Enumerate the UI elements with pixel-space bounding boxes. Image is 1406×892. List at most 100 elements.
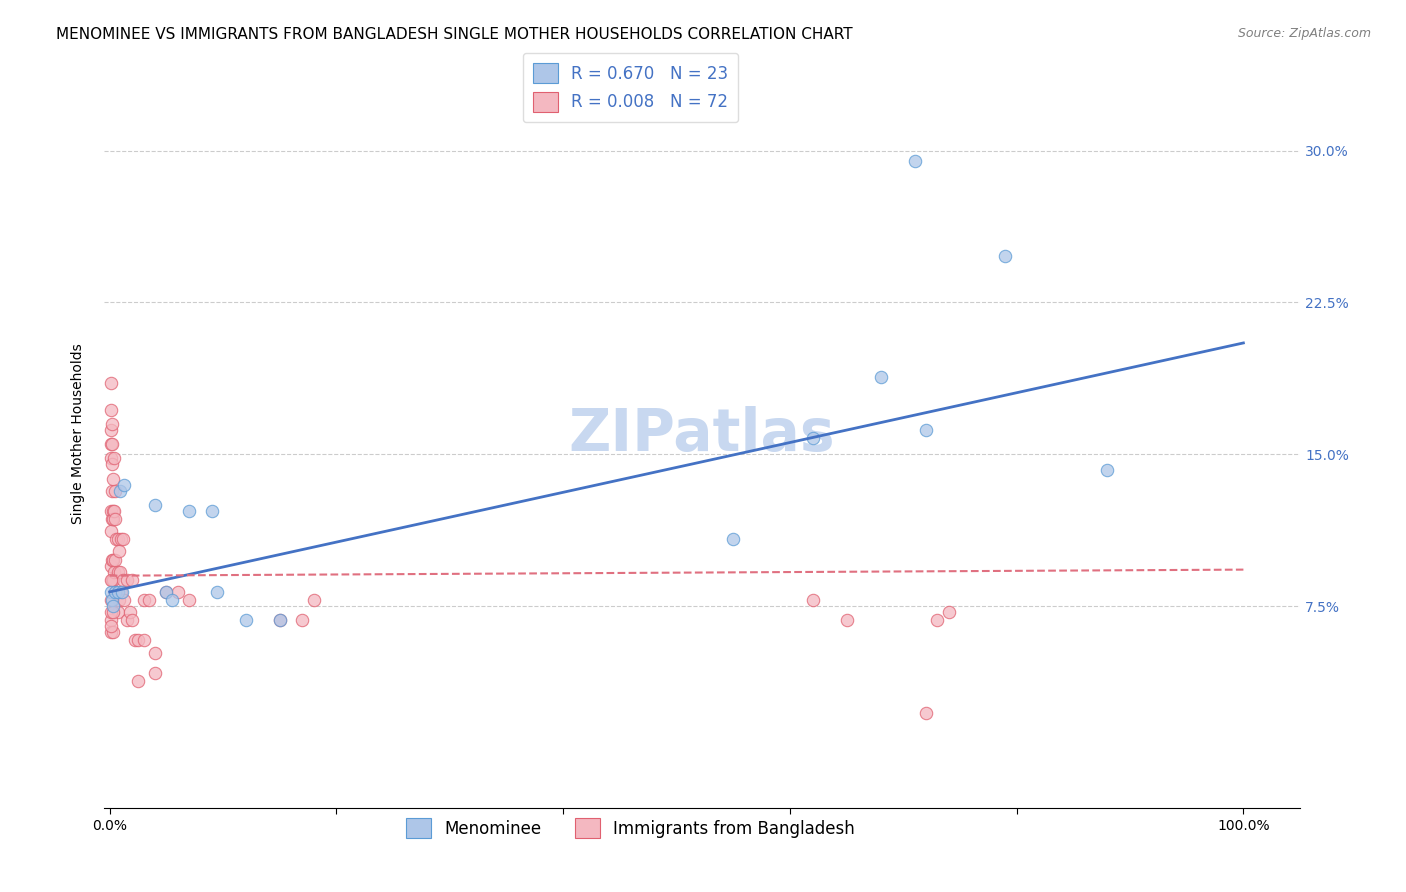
Point [160,593,183,607]
Point [105,585,128,599]
Point [201,504,224,518]
Point [101,593,124,607]
Point [103,504,125,518]
Point [100,504,122,518]
Point [111,585,134,599]
Point [112,533,135,547]
Point [112,593,135,607]
Point [101,512,124,526]
Point [132,633,155,648]
Point [166,585,188,599]
Point [101,512,124,526]
Point [124,633,146,648]
Point [100,625,122,640]
Point [104,512,127,526]
Point [801,431,824,445]
Point [104,552,127,566]
Point [155,585,177,599]
Point [107,544,129,558]
Point [132,593,155,607]
Point [101,573,124,587]
Point [101,552,124,566]
Point [105,533,128,547]
Point [869,370,891,384]
Y-axis label: Single Mother Households: Single Mother Households [72,343,86,524]
Point [101,458,124,472]
Point [100,423,122,437]
Point [302,593,325,607]
Point [104,585,127,599]
Text: MENOMINEE VS IMMIGRANTS FROM BANGLADESH SINGLE MOTHER HOUSEHOLDS CORRELATION CHA: MENOMINEE VS IMMIGRANTS FROM BANGLADESH … [56,27,853,42]
Point [994,249,1017,263]
Text: Source: ZipAtlas.com: Source: ZipAtlas.com [1237,27,1371,40]
Point [207,585,229,599]
Point [101,573,124,587]
Point [121,573,143,587]
Point [121,613,143,627]
Point [801,593,824,607]
Point [235,613,257,627]
Point [103,451,125,466]
Point [104,483,127,498]
Point [115,573,138,587]
Point [107,605,129,619]
Point [269,613,291,627]
Point [143,646,166,660]
Point [127,633,149,648]
Point [143,498,166,512]
Point [101,599,124,613]
Point [269,613,291,627]
Point [915,706,938,721]
Point [143,665,166,680]
Point [100,593,122,607]
Point [927,613,949,627]
Point [100,573,122,587]
Point [291,613,314,627]
Point [1097,463,1119,477]
Point [100,558,122,573]
Point [100,376,122,391]
Point [108,483,131,498]
Point [100,619,122,633]
Point [100,585,122,599]
Point [108,565,131,579]
Point [915,423,938,437]
Point [112,477,135,491]
Point [101,483,124,498]
Point [127,673,149,688]
Point [103,565,125,579]
Point [138,593,160,607]
Point [101,625,124,640]
Point [101,605,124,619]
Point [107,565,129,579]
Point [104,585,127,599]
Point [835,613,858,627]
Point [100,613,122,627]
Point [177,593,200,607]
Point [112,573,135,587]
Point [110,533,132,547]
Point [101,552,124,566]
Point [101,437,124,451]
Point [110,585,132,599]
Point [904,153,927,168]
Point [101,417,124,431]
Point [100,605,122,619]
Point [100,437,122,451]
Point [100,451,122,466]
Point [100,524,122,538]
Point [100,402,122,417]
Text: ZIPatlas: ZIPatlas [568,406,835,463]
Point [107,585,129,599]
Point [107,533,129,547]
Point [938,605,960,619]
Point [115,613,138,627]
Point [101,504,124,518]
Point [120,605,142,619]
Point [721,533,744,547]
Point [107,593,129,607]
Legend: Menominee, Immigrants from Bangladesh: Menominee, Immigrants from Bangladesh [399,812,862,845]
Point [155,585,177,599]
Point [101,471,124,485]
Point [177,504,200,518]
